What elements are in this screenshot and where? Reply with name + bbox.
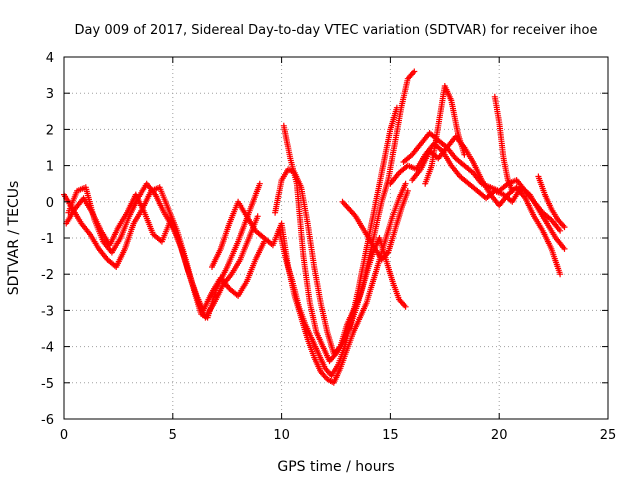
data-point [561,245,568,252]
series-track-7 [272,166,409,357]
data-point [509,187,516,194]
y-axis-ticks: -6 -5 -4 -3 -2 -1 0 1 2 3 4 [41,51,608,428]
y-tick-label: 1 [46,160,54,175]
y-tick-label: -2 [41,268,54,283]
data-point [557,271,564,278]
y-tick-label: -1 [41,232,54,247]
y-tick-label: 0 [46,196,54,211]
y-tick-label: -6 [41,413,54,428]
series-track-13 [491,93,516,194]
data-point [256,180,263,187]
series-track-3 [63,191,268,314]
series-track-14 [535,173,568,231]
y-tick-label: 4 [46,51,54,66]
x-axis-ticks: 0 5 10 15 20 25 [60,57,616,443]
chart-title: Day 009 of 2017, Sidereal Day-to-day VTE… [75,23,598,38]
x-tick-label: 0 [60,428,68,443]
x-tick-label: 15 [382,428,399,443]
series-track-12 [422,83,468,187]
data-point [404,187,411,194]
data-point [402,303,409,310]
y-tick-label: -4 [41,341,54,356]
x-tick-label: 5 [169,428,177,443]
data-point [411,68,418,75]
x-tick-label: 10 [273,428,290,443]
data-point [402,180,409,187]
series-track-10 [400,130,564,278]
data-point [461,151,468,158]
data-point [561,224,568,231]
data-points [61,68,568,386]
data-point [557,227,564,234]
x-tick-label: 20 [491,428,508,443]
series-track-8 [339,187,411,263]
series-track-11 [409,144,564,234]
y-tick-label: -3 [41,304,54,319]
y-tick-label: 3 [46,87,54,102]
y-tick-label: 2 [46,123,54,138]
data-point [254,213,261,220]
y-axis-label: SDTVAR / TECUs [6,181,22,296]
x-axis-label: GPS time / hours [277,459,394,475]
x-tick-label: 25 [600,428,617,443]
data-point [393,104,400,111]
y-tick-label: -5 [41,377,54,392]
